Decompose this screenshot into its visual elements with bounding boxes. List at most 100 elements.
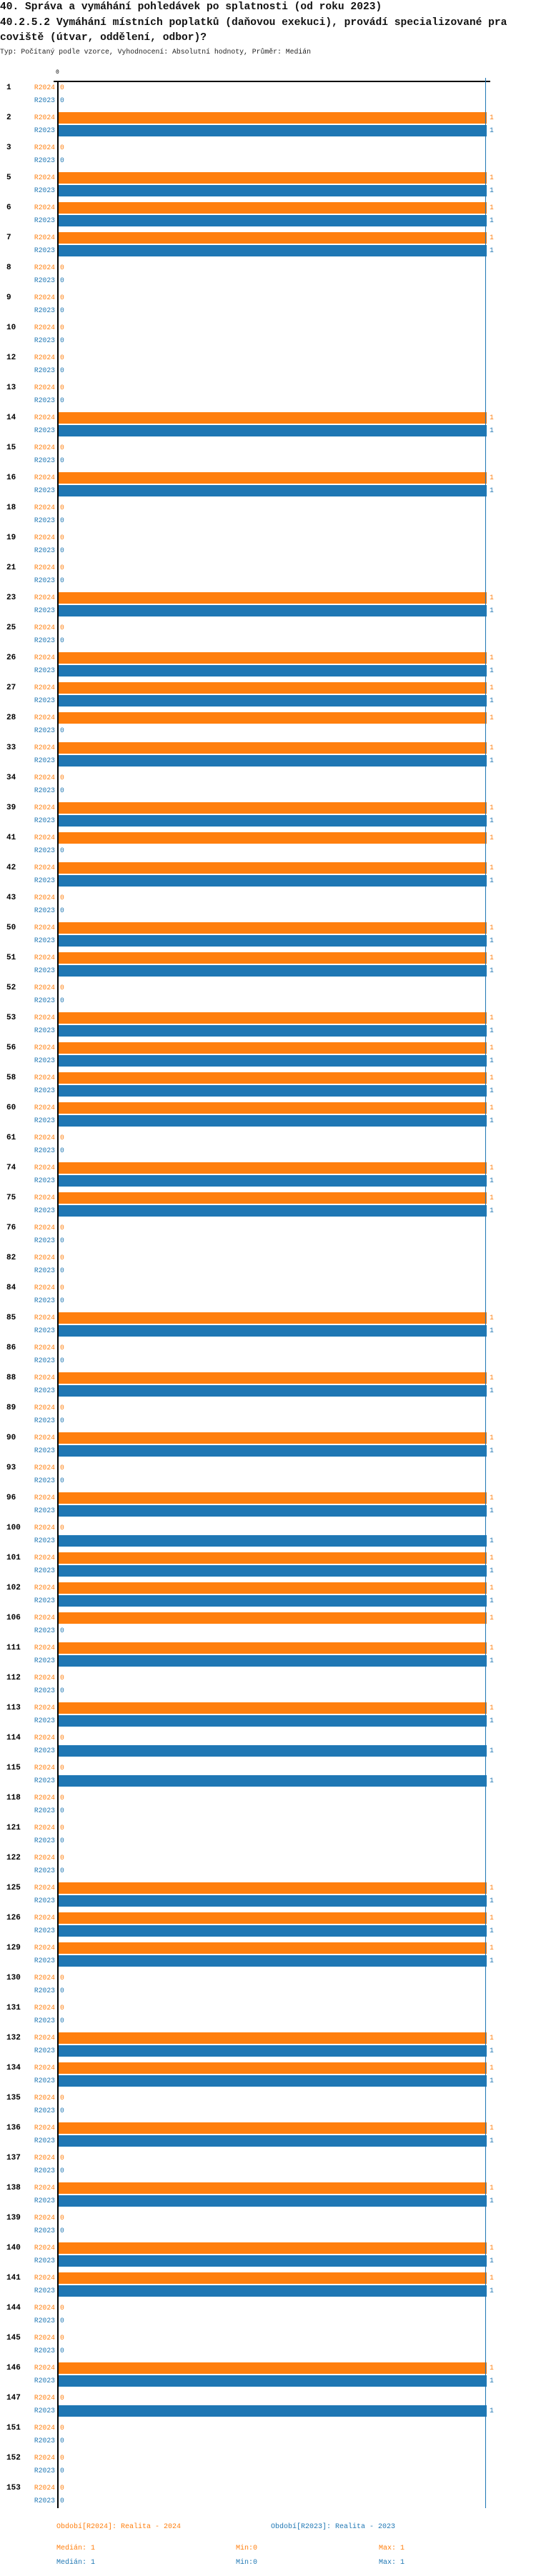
series-label: R2023	[34, 2287, 55, 2295]
value-label: 1	[490, 714, 494, 722]
series-label: R2024	[34, 2364, 55, 2372]
category-label: 134	[6, 2064, 21, 2072]
value-label: 0	[60, 1224, 64, 1232]
stat-value: 1	[400, 2559, 405, 2567]
value-label: 0	[60, 1824, 64, 1832]
category-label: 85	[6, 1314, 16, 1322]
value-label: 1	[490, 1177, 494, 1184]
value-label: 0	[60, 2154, 64, 2162]
value-label: 1	[490, 2124, 494, 2132]
series-label: R2024	[34, 744, 55, 752]
bar-r2023	[59, 875, 487, 887]
value-label: 0	[60, 2167, 64, 2175]
value-label: 1	[490, 2077, 494, 2085]
bar-r2023	[59, 485, 487, 496]
value-label: 1	[490, 594, 494, 601]
value-label: 1	[490, 1074, 494, 1082]
series-label: R2023	[34, 1927, 55, 1935]
value-label: 0	[60, 444, 64, 451]
category-label: 137	[6, 2154, 21, 2162]
value-label: 1	[490, 2034, 494, 2042]
category-label: 135	[6, 2094, 21, 2102]
value-label: 1	[490, 684, 494, 692]
category-label: 6	[6, 204, 11, 212]
value-label: 1	[490, 1164, 494, 1172]
bar-r2024	[59, 712, 487, 724]
value-label: 0	[60, 636, 64, 644]
category-label: 60	[6, 1104, 16, 1112]
value-label: 1	[490, 864, 494, 872]
bar-r2023	[59, 1595, 487, 1607]
bar-r2024	[59, 592, 487, 604]
value-label: 0	[60, 384, 64, 391]
bar-r2024	[59, 1372, 487, 1384]
series-label: R2024	[34, 2454, 55, 2462]
category-label: 16	[6, 474, 16, 482]
series-label: R2023	[34, 1117, 55, 1124]
value-label: 0	[60, 1477, 64, 1484]
series-label: R2024	[34, 1824, 55, 1832]
value-label: 1	[490, 1927, 494, 1935]
value-label: 0	[60, 1794, 64, 1802]
series-label: R2024	[34, 1164, 55, 1172]
bar-r2023	[59, 1175, 487, 1187]
category-label: 102	[6, 1584, 21, 1592]
value-label: 0	[60, 1687, 64, 1694]
bar-r2024	[59, 652, 487, 664]
value-label: 0	[60, 1854, 64, 1862]
category-label: 100	[6, 1524, 21, 1532]
x-tick-label: 0	[56, 69, 59, 76]
series-label: R2024	[34, 1434, 55, 1442]
series-label: R2023	[34, 1717, 55, 1724]
bar-r2024	[59, 1642, 487, 1654]
bar-r2023	[59, 1745, 487, 1757]
bar-r2024	[59, 2242, 487, 2254]
value-label: 0	[60, 1404, 64, 1412]
series-label: R2023	[34, 2197, 55, 2205]
category-label: 10	[6, 324, 16, 332]
value-label: 0	[60, 2317, 64, 2325]
series-label: R2024	[34, 1584, 55, 1592]
category-label: 25	[6, 624, 16, 632]
question-title-continued: coviště (útvar, oddělení, odbor)?	[0, 32, 207, 44]
series-label: R2023	[34, 1627, 55, 1634]
value-label: 1	[490, 1914, 494, 1922]
bar-r2024	[59, 112, 487, 124]
value-label: 0	[60, 1974, 64, 1982]
value-label: 1	[490, 414, 494, 421]
series-label: R2023	[34, 1957, 55, 1965]
value-label: 0	[60, 1254, 64, 1262]
bar-r2024	[59, 682, 487, 694]
series-label: R2023	[34, 606, 55, 614]
category-label: 75	[6, 1194, 16, 1202]
value-label: 1	[490, 234, 494, 241]
bar-r2023	[59, 1895, 487, 1907]
series-label: R2024	[34, 834, 55, 842]
series-label: R2023	[34, 126, 55, 134]
series-label: R2024	[34, 1044, 55, 1052]
category-label: 112	[6, 1674, 21, 1682]
series-label: R2023	[34, 426, 55, 434]
value-label: 1	[490, 667, 494, 674]
value-label: 1	[490, 924, 494, 932]
value-label: 1	[490, 126, 494, 134]
value-label: 1	[490, 1014, 494, 1022]
series-label: R2024	[34, 1224, 55, 1232]
category-label: 1	[6, 84, 11, 92]
series-label: R2023	[34, 1687, 55, 1694]
series-label: R2023	[34, 246, 55, 254]
value-label: 0	[60, 2304, 64, 2312]
category-label: 34	[6, 774, 16, 782]
stat-label: Medián:	[56, 2559, 87, 2567]
value-label: 1	[490, 204, 494, 211]
category-label: 152	[6, 2454, 21, 2462]
category-label: 84	[6, 1284, 16, 1292]
category-label: 8	[6, 264, 11, 272]
value-label: 0	[60, 1284, 64, 1292]
series-label: R2024	[34, 2154, 55, 2162]
value-label: 0	[60, 1297, 64, 1304]
bar-r2023	[59, 2405, 487, 2417]
value-label: 1	[490, 1717, 494, 1724]
series-label: R2024	[34, 1074, 55, 1082]
value-label: 0	[60, 1237, 64, 1244]
